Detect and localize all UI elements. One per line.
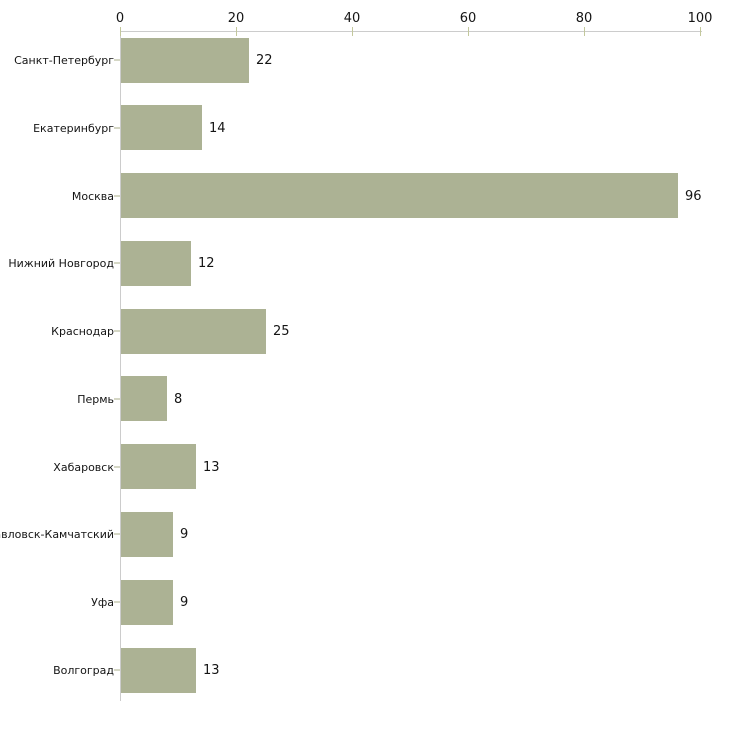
- x-tick-label: 100: [687, 11, 713, 26]
- category-tick-mark: [114, 601, 120, 603]
- x-tick-mark: [468, 27, 469, 36]
- x-tick-mark: [700, 27, 701, 36]
- category-label: Волгоград: [53, 663, 114, 677]
- x-tick-mark: [120, 27, 121, 36]
- x-tick-label: 20: [227, 11, 245, 26]
- category-tick-mark: [114, 533, 120, 535]
- category-tick-mark: [114, 669, 120, 671]
- bar: [121, 309, 266, 354]
- x-tick-label: 60: [459, 11, 477, 26]
- x-tick-label: 40: [343, 11, 361, 26]
- value-label: 9: [180, 526, 189, 542]
- category-tick-mark: [114, 466, 120, 468]
- category-label: Екатеринбург: [33, 121, 114, 135]
- value-label: 22: [256, 52, 273, 68]
- value-label: 14: [209, 120, 226, 136]
- category-label: Пермь: [77, 392, 114, 406]
- category-label: Краснодар: [51, 324, 114, 338]
- value-label: 13: [203, 662, 220, 678]
- bar: [121, 241, 191, 286]
- value-label: 25: [273, 323, 290, 339]
- category-tick-mark: [114, 398, 120, 400]
- x-tick-mark: [352, 27, 353, 36]
- bar: [121, 38, 249, 83]
- category-label: Санкт-Петербург: [14, 53, 114, 67]
- category-tick-mark: [114, 127, 120, 129]
- category-tick-mark: [114, 262, 120, 264]
- category-tick-mark: [114, 195, 120, 197]
- bar: [121, 444, 196, 489]
- x-tick-mark: [236, 27, 237, 36]
- x-tick-mark: [584, 27, 585, 36]
- value-label: 13: [203, 459, 220, 475]
- bar: [121, 105, 202, 150]
- category-label: Москва: [71, 189, 114, 203]
- category-label: Нижний Новгород: [8, 256, 114, 270]
- value-label: 8: [174, 391, 183, 407]
- value-label: 9: [180, 594, 189, 610]
- bar: [121, 376, 167, 421]
- x-tick-label: 80: [575, 11, 593, 26]
- category-tick-mark: [114, 330, 120, 332]
- x-tick-label: 0: [115, 11, 125, 26]
- x-axis-line: [120, 31, 702, 32]
- category-label: Уфа: [91, 595, 114, 609]
- y-axis-line: [120, 31, 121, 701]
- bar: [121, 580, 173, 625]
- value-label: 12: [198, 255, 215, 271]
- category-label: Хабаровск: [53, 460, 114, 474]
- category-tick-mark: [114, 59, 120, 61]
- bar: [121, 173, 678, 218]
- bar: [121, 648, 196, 693]
- value-label: 96: [685, 188, 702, 204]
- bar: [121, 512, 173, 557]
- category-label: Петропавловск-Камчатский: [0, 527, 114, 541]
